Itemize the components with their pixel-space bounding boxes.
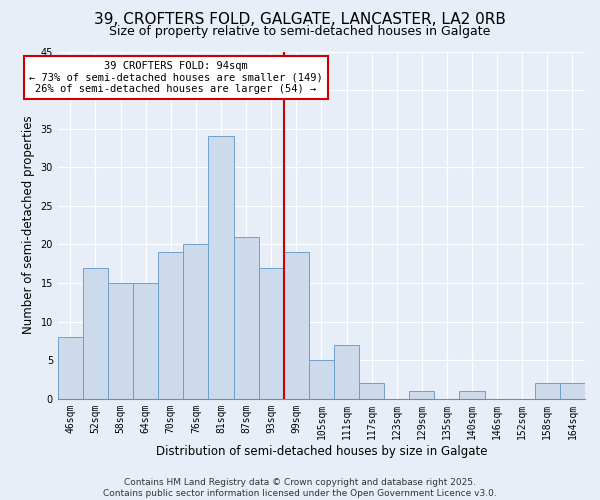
Y-axis label: Number of semi-detached properties: Number of semi-detached properties [22,116,35,334]
Bar [334,345,359,399]
Bar [58,337,83,399]
Text: Contains HM Land Registry data © Crown copyright and database right 2025.
Contai: Contains HM Land Registry data © Crown c… [103,478,497,498]
Bar [309,360,334,399]
Bar [108,283,133,399]
Bar [535,384,560,399]
Bar [409,391,434,399]
Bar [284,252,309,399]
Bar [233,236,259,399]
Bar [359,384,384,399]
Text: 39 CROFTERS FOLD: 94sqm
← 73% of semi-detached houses are smaller (149)
26% of s: 39 CROFTERS FOLD: 94sqm ← 73% of semi-de… [29,61,323,94]
Bar [133,283,158,399]
Bar [259,268,284,399]
Text: 39, CROFTERS FOLD, GALGATE, LANCASTER, LA2 0RB: 39, CROFTERS FOLD, GALGATE, LANCASTER, L… [94,12,506,28]
Bar [460,391,485,399]
X-axis label: Distribution of semi-detached houses by size in Galgate: Distribution of semi-detached houses by … [155,444,487,458]
Text: Size of property relative to semi-detached houses in Galgate: Size of property relative to semi-detach… [109,25,491,38]
Bar [560,384,585,399]
Bar [158,252,184,399]
Bar [208,136,233,399]
Bar [184,244,208,399]
Bar [83,268,108,399]
